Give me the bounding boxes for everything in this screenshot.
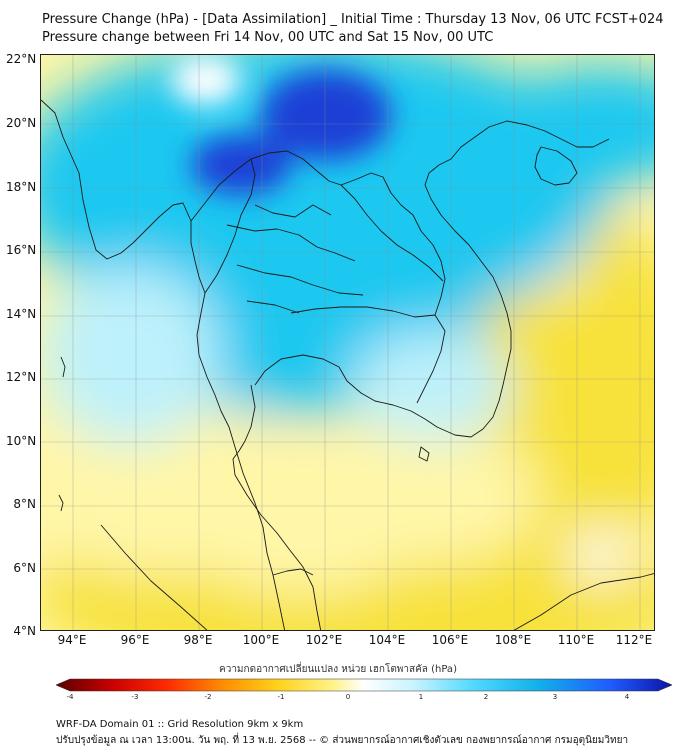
strong-rise-arm [191,135,291,195]
lon-tick-104: 104°E [368,633,406,647]
border-myanmar-thailand [204,158,256,294]
province-lines-north [226,204,364,314]
island-phuquoc [418,446,430,462]
island-andaman [58,356,66,512]
lat-tick-6: 6°N [13,561,36,575]
coastline-gulf-north [254,354,426,420]
lat-tick-22: 22°N [6,52,37,66]
rise-zone-northeast [491,65,654,185]
coastline-sumatra [100,524,208,630]
coastline-peninsula-east [232,384,322,630]
pressure-change-map [40,54,655,631]
lon-tick-102: 102°E [305,633,343,647]
coastlines-borders [41,99,654,630]
colorbar-tick-neg1: -1 [277,693,285,701]
coastline-cambodia-vietnam [424,120,610,438]
lon-tick-108: 108°E [494,633,532,647]
map-canvas [41,55,654,630]
lon-tick-98: 98°E [183,633,213,647]
pressure-field [41,55,654,630]
colorbar-tick-4: 4 [624,693,630,701]
strong-rise-core [261,70,391,160]
lon-tick-110: 110°E [557,633,595,647]
colorbar-tick-neg4: -4 [66,693,74,701]
border-laos-vietnam [340,184,444,282]
lat-tick-12: 12°N [6,370,37,384]
colorbar [56,678,672,692]
slight-rise-cambodia [351,330,511,440]
map-title: Pressure Change (hPa) - [Data Assimilati… [42,12,664,27]
colorbar-tick-1: 1 [418,693,424,701]
colorbar-tick-2: 2 [483,693,489,701]
neutral-zone-south [571,530,631,580]
border-thailand-cambodia [290,306,446,404]
colorbar-tick-neg3: -3 [131,693,139,701]
lat-tick-4: 4°N [13,624,36,638]
slight-rise-west [41,265,221,445]
colorbar-tick-3: 3 [552,693,558,701]
border-thailand-north [190,150,446,316]
coastline-hainan [534,146,578,186]
slight-fall-center [321,425,541,565]
lat-tick-8: 8°N [13,497,36,511]
colorbar-title: ความกดอากาศเปลี่ยนแปลง หน่วย เฮกโตพาสคัล… [219,664,457,675]
coastline-myanmar-west [41,99,286,630]
map-subtitle: Pressure change between Fri 14 Nov, 00 U… [42,30,494,45]
border-thai-malay [272,568,314,576]
colorbar-body [56,678,672,692]
lon-tick-94: 94°E [57,633,87,647]
coastline-borneo [513,573,654,630]
pressure-field-core [171,55,391,195]
colorbar-tick-0: 0 [345,693,351,701]
lon-tick-112: 112°E [615,633,653,647]
lon-tick-106: 106°E [431,633,469,647]
lon-tick-96: 96°E [120,633,150,647]
gridlines [41,55,654,630]
colorbar-tick-neg2: -2 [204,693,212,701]
lat-tick-20: 20°N [6,116,37,130]
lat-tick-18: 18°N [6,180,37,194]
model-info: WRF-DA Domain 01 :: Grid Resolution 9km … [56,719,304,730]
lat-tick-10: 10°N [6,434,37,448]
lon-tick-100: 100°E [242,633,280,647]
lat-tick-14: 14°N [6,307,37,321]
update-credit: ปรับปรุงข้อมูล ณ เวลา 13:00น. วัน พฤ. ที… [56,735,629,746]
lat-tick-16: 16°N [6,243,37,257]
neutral-spot-north [171,55,241,105]
